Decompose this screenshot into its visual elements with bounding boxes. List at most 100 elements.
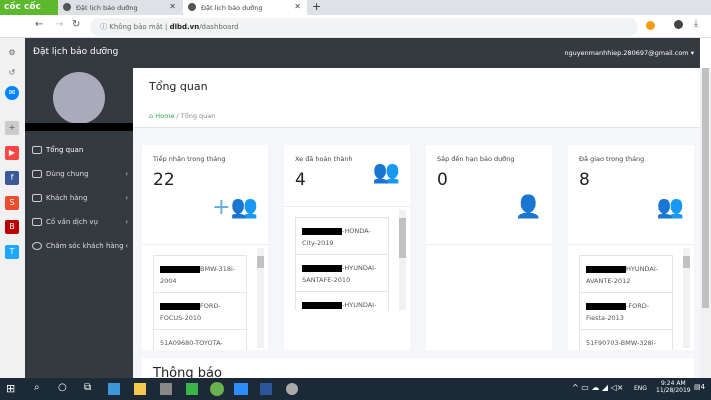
word-icon[interactable]: [260, 383, 272, 395]
blackfriday-icon[interactable]: B: [5, 220, 19, 234]
action-center-icon[interactable]: ▤4: [694, 383, 706, 391]
user-plus-icon: +👥: [212, 195, 258, 220]
user-menu[interactable]: nguyenmanhhiep.280697@gmail.com ▾: [564, 49, 694, 57]
chevron-left-icon: ‹: [125, 170, 128, 178]
list-scrollbar[interactable]: [257, 248, 264, 348]
stat-value: 0: [437, 170, 448, 190]
chevron-left-icon: ‹: [125, 218, 128, 226]
vehicle-list[interactable]: -HONDA-City-2019 -HYUNDAI-SANTAFE-2010 -HY…: [284, 206, 410, 310]
globe-icon: [63, 3, 71, 11]
breadcrumb: ⌂ Home / Tổng quan: [149, 112, 216, 120]
list-scrollbar[interactable]: [683, 248, 690, 348]
windows-start-icon[interactable]: ⊞: [6, 382, 16, 395]
settings-icon[interactable]: ⚙: [8, 48, 16, 57]
reload-icon[interactable]: ↻: [72, 19, 81, 30]
messenger-icon[interactable]: ✉: [5, 86, 19, 100]
stat-value: 4: [295, 170, 306, 190]
list-item[interactable]: -HYUNDAI-SANTAFE-2010: [295, 254, 389, 291]
stat-value: 8: [579, 170, 590, 190]
clock[interactable]: 9:24 AM 11/28/2019: [656, 380, 691, 394]
home-icon: ⌂: [149, 112, 154, 120]
app-icon[interactable]: [186, 383, 198, 395]
coccoc-taskbar-icon[interactable]: [210, 382, 224, 396]
redacted-plate: [302, 264, 342, 272]
cortana-icon[interactable]: ○: [58, 382, 67, 393]
sidebar: Tổng quan Dùng chung ‹ Khách hàng ‹ Cố vấn…: [25, 68, 133, 378]
tray-icons[interactable]: ^ ▭ ☁ ◢ ◁×: [572, 383, 624, 392]
breadcrumb-home-link[interactable]: Home: [155, 112, 175, 120]
zalo-icon[interactable]: [234, 383, 248, 395]
shopee-icon[interactable]: S: [5, 196, 19, 210]
scrollbar-thumb[interactable]: [702, 68, 709, 308]
globe-icon: [188, 3, 196, 11]
extension-icon[interactable]: [646, 21, 655, 30]
redacted-plate: [586, 302, 626, 310]
list-item[interactable]: -HYUNDAI-: [295, 291, 389, 310]
scrollbar-thumb[interactable]: [257, 256, 264, 268]
stat-card: Sắp đến hạn bảo dưỡng 0 👤: [426, 145, 552, 350]
list-item[interactable]: HYUNDAI-AVANTE-2012: [579, 255, 673, 292]
page-header: Tổng quan ⌂ Home / Tổng quan: [133, 68, 700, 128]
close-icon[interactable]: ✕: [169, 2, 176, 11]
vehicle-list[interactable]: BMW-318i-2004 FORD-FOCUS-2010 51A09680-TOY…: [142, 244, 268, 350]
redacted-username: [25, 123, 133, 131]
vehicle-list[interactable]: [426, 244, 552, 350]
add-icon[interactable]: +: [5, 121, 19, 135]
list-item[interactable]: 51F90703-BMW-328i-: [579, 329, 673, 350]
browser-tab-bar: cốc cốc Đặt lịch bảo dưỡng ✕ Đặt lịch bảo…: [0, 0, 711, 15]
history-icon[interactable]: ↺: [8, 68, 16, 77]
back-icon[interactable]: ←: [35, 19, 44, 30]
stat-label: Sắp đến hạn bảo dưỡng: [437, 155, 515, 163]
taskbar: ⊞ ⌕ ○ ⧉ ^ ▭ ☁ ◢ ◁× ENG 9:24 AM 11/28/2019…: [0, 378, 711, 400]
tiki-icon[interactable]: T: [5, 245, 19, 259]
sidebar-item-common[interactable]: Dùng chung ‹: [32, 170, 128, 178]
dashboard-icon: [32, 146, 42, 154]
app-icon[interactable]: [160, 383, 172, 395]
explorer-icon[interactable]: [134, 383, 146, 395]
sidebar-item-customer-care[interactable]: Chăm sóc khách hàng ‹: [32, 242, 128, 250]
list-item[interactable]: FORD-FOCUS-2010: [153, 292, 247, 329]
forward-icon[interactable]: →: [55, 19, 64, 30]
sidebar-item-advisors[interactable]: Cố vấn dịch vụ ‹: [32, 218, 128, 226]
list-item[interactable]: -FORD-Fiesta-2013: [579, 292, 673, 329]
browser-tab[interactable]: Đặt lịch bảo dưỡng ✕: [58, 0, 182, 15]
stat-label: Đã giao trong tháng: [579, 155, 645, 163]
id-card-icon: [32, 194, 42, 202]
address-bar[interactable]: ⓘ Không bảo mật | dlbd.vn/dashboard: [90, 18, 638, 36]
list-scrollbar[interactable]: [399, 210, 406, 310]
scrollbar-thumb[interactable]: [683, 256, 690, 268]
sidebar-item-overview[interactable]: Tổng quan: [32, 146, 128, 154]
notifications-panel: Thông báo: [142, 358, 694, 381]
youtube-icon[interactable]: ▶: [5, 146, 19, 160]
users-icon: 👥: [372, 160, 400, 185]
chevron-left-icon: ‹: [125, 242, 128, 250]
profile-icon[interactable]: [674, 20, 683, 29]
list-item[interactable]: -HONDA-City-2019: [295, 217, 389, 254]
page-scrollbar[interactable]: [700, 68, 711, 378]
browser-tab-active[interactable]: Đặt lịch bảo dưỡng ✕: [183, 0, 307, 15]
stat-card: Xe đã hoàn thành 4 👥 -HONDA-City-2019 -HYU…: [284, 145, 410, 350]
search-icon[interactable]: ⌕: [34, 382, 40, 393]
sidebar-item-customers[interactable]: Khách hàng ‹: [32, 194, 128, 202]
task-view-icon[interactable]: ⧉: [84, 382, 92, 393]
list-item[interactable]: 51A09680-TOYOTA-: [153, 329, 247, 350]
vehicle-list[interactable]: HYUNDAI-AVANTE-2012 -FORD-Fiesta-2013 51F9…: [568, 244, 694, 350]
coccoc-logo[interactable]: cốc cốc: [0, 0, 58, 15]
language-indicator[interactable]: ENG: [634, 385, 647, 392]
stat-label: Xe đã hoàn thành: [295, 155, 353, 163]
downloads-icon[interactable]: ⤓: [694, 19, 698, 29]
app-header: Đặt lịch bảo dưỡng nguyenmanhhiep.280697…: [25, 38, 700, 68]
avatar: [53, 72, 105, 124]
redacted-plate: [302, 301, 342, 309]
store-icon[interactable]: [108, 383, 120, 395]
stat-card: Đã giao trong tháng 8 👥 HYUNDAI-AVANTE-20…: [568, 145, 694, 350]
advisor-icon: [32, 218, 42, 226]
close-icon[interactable]: ✕: [294, 2, 301, 11]
facebook-icon[interactable]: f: [5, 171, 19, 185]
app-icon[interactable]: [286, 383, 298, 395]
app-title[interactable]: Đặt lịch bảo dưỡng: [33, 47, 119, 57]
scrollbar-thumb[interactable]: [399, 218, 406, 258]
new-tab-button[interactable]: +: [312, 0, 322, 13]
users-outline-icon: 👥: [656, 195, 684, 220]
list-item[interactable]: BMW-318i-2004: [153, 255, 247, 292]
